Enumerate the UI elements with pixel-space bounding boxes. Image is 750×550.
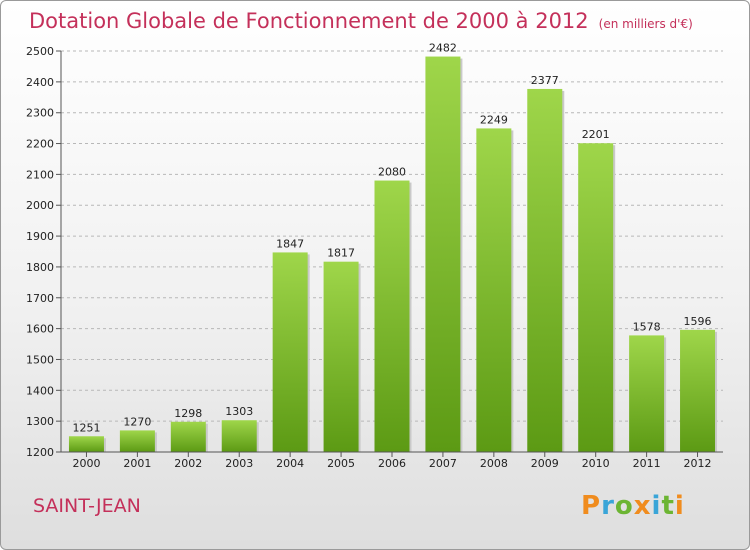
bar-2009 bbox=[527, 88, 563, 453]
logo-letter: P bbox=[581, 491, 602, 521]
data-label: 1596 bbox=[684, 315, 712, 328]
bar-2002 bbox=[170, 421, 206, 452]
data-label: 2201 bbox=[582, 128, 610, 141]
data-label: 2377 bbox=[531, 74, 559, 87]
bar-2010 bbox=[578, 143, 614, 453]
y-tick-label: 1200 bbox=[26, 446, 54, 459]
y-tick-label: 1300 bbox=[26, 415, 54, 428]
x-tick-label: 2002 bbox=[174, 457, 202, 470]
logo-letter: x bbox=[633, 491, 652, 521]
bar-2004 bbox=[272, 252, 308, 452]
bar-2012 bbox=[680, 329, 716, 452]
y-tick-label: 2300 bbox=[26, 107, 54, 120]
logo-letter: t bbox=[661, 491, 675, 521]
data-label: 2080 bbox=[378, 166, 406, 179]
bar-2011 bbox=[629, 335, 665, 452]
data-label: 1578 bbox=[633, 320, 661, 333]
data-label: 1251 bbox=[72, 421, 100, 434]
x-tick-label: 2010 bbox=[582, 457, 610, 470]
bar-2000 bbox=[68, 436, 104, 452]
y-tick-label: 1600 bbox=[26, 323, 54, 336]
data-label: 1303 bbox=[225, 405, 253, 418]
x-tick-label: 2003 bbox=[225, 457, 253, 470]
bar-2006 bbox=[374, 180, 410, 453]
x-tick-label: 2012 bbox=[684, 457, 712, 470]
x-tick-label: 2005 bbox=[327, 457, 355, 470]
logo-letter: i bbox=[651, 491, 662, 521]
y-tick-label: 2200 bbox=[26, 138, 54, 151]
y-tick-label: 2400 bbox=[26, 76, 54, 89]
y-tick-label: 1800 bbox=[26, 261, 54, 274]
bar-2008 bbox=[476, 128, 512, 453]
x-tick-label: 2009 bbox=[531, 457, 559, 470]
logo-letter: r bbox=[601, 491, 615, 521]
y-tick-label: 1500 bbox=[26, 353, 54, 366]
chart-title: Dotation Globale de Fonctionnement de 20… bbox=[29, 9, 693, 33]
data-label: 1847 bbox=[276, 237, 304, 250]
data-label: 1298 bbox=[174, 407, 202, 420]
x-tick-label: 2007 bbox=[429, 457, 457, 470]
place-name: SAINT-JEAN bbox=[33, 495, 141, 517]
logo-letter: i bbox=[674, 491, 685, 521]
bar-2001 bbox=[119, 430, 155, 452]
bar-2005 bbox=[323, 261, 359, 452]
data-label: 1270 bbox=[123, 415, 151, 428]
data-label: 2249 bbox=[480, 113, 508, 126]
data-label: 1817 bbox=[327, 247, 355, 260]
y-tick-label: 2000 bbox=[26, 199, 54, 212]
x-tick-label: 2006 bbox=[378, 457, 406, 470]
x-tick-label: 2000 bbox=[72, 457, 100, 470]
x-tick-label: 2001 bbox=[123, 457, 151, 470]
y-tick-label: 1400 bbox=[26, 384, 54, 397]
x-tick-label: 2008 bbox=[480, 457, 508, 470]
y-tick-label: 2100 bbox=[26, 168, 54, 181]
x-tick-label: 2011 bbox=[633, 457, 661, 470]
bar-2003 bbox=[221, 420, 257, 452]
chart-title-text: Dotation Globale de Fonctionnement de 20… bbox=[29, 9, 589, 33]
bar-2007 bbox=[425, 56, 461, 452]
logo-letter: o bbox=[614, 491, 634, 521]
chart-subtitle: (en milliers d'€) bbox=[598, 17, 693, 31]
x-tick-label: 2004 bbox=[276, 457, 304, 470]
y-tick-label: 1700 bbox=[26, 292, 54, 305]
proxiti-logo: Proxiti bbox=[581, 491, 685, 521]
y-tick-label: 2500 bbox=[26, 45, 54, 58]
y-tick-label: 1900 bbox=[26, 230, 54, 243]
data-label: 2482 bbox=[429, 42, 457, 55]
